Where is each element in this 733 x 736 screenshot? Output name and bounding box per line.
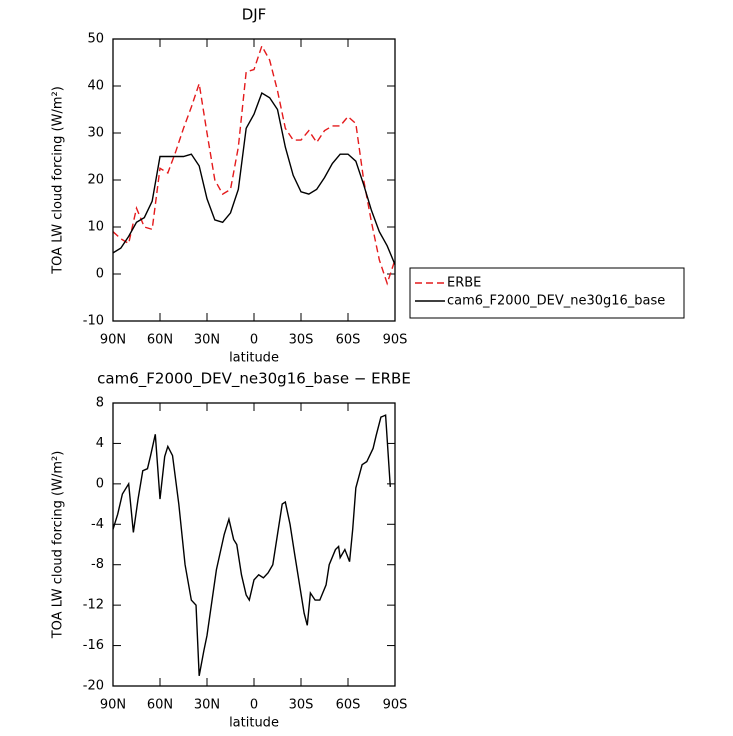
x-tick-label: 0 <box>250 333 258 348</box>
legend-box <box>409 267 685 319</box>
chart-title: DJF <box>242 6 267 24</box>
data-line <box>112 414 391 677</box>
y-tick-label: -8 <box>91 557 104 572</box>
x-tick-label: 90N <box>100 698 126 713</box>
y-tick-label: 20 <box>87 173 104 188</box>
legend-label: ERBE <box>447 276 481 291</box>
y-tick-label: 8 <box>96 396 104 411</box>
data-line <box>112 44 396 286</box>
y-tick-label: -12 <box>83 598 104 613</box>
x-tick-label: 60N <box>147 698 173 713</box>
x-axis-label: latitude <box>229 351 279 366</box>
x-tick-label: 30N <box>194 698 220 713</box>
y-axis-label: TOA LW cloud forcing (W/m²) <box>51 451 66 640</box>
x-tick-label: 60S <box>336 698 361 713</box>
y-tick-label: 30 <box>87 126 104 141</box>
x-tick-label: 0 <box>250 698 258 713</box>
y-tick-label: 0 <box>96 267 104 282</box>
plot-frame <box>112 402 396 687</box>
y-tick-label: 50 <box>87 32 104 47</box>
x-tick-label: 90S <box>383 698 408 713</box>
y-tick-label: -16 <box>83 638 104 653</box>
y-tick-label: -10 <box>83 314 104 329</box>
x-tick-label: 30N <box>194 333 220 348</box>
y-tick-label: 4 <box>96 436 104 451</box>
x-axis-label: latitude <box>229 716 279 731</box>
x-tick-label: 90S <box>383 333 408 348</box>
x-tick-label: 30S <box>289 333 314 348</box>
chart-title: cam6_F2000_DEV_ne30g16_base − ERBE <box>97 370 411 389</box>
y-tick-label: 0 <box>96 476 104 491</box>
x-tick-label: 60N <box>147 333 173 348</box>
legend-label: cam6_F2000_DEV_ne30g16_base <box>447 294 665 309</box>
x-tick-label: 60S <box>336 333 361 348</box>
x-tick-label: 30S <box>289 698 314 713</box>
y-tick-label: -20 <box>83 679 104 694</box>
x-tick-label: 90N <box>100 333 126 348</box>
plot-frame <box>112 38 396 322</box>
y-axis-label: TOA LW cloud forcing (W/m²) <box>51 86 66 275</box>
data-line <box>112 92 396 265</box>
y-tick-label: 40 <box>87 79 104 94</box>
y-tick-label: 10 <box>87 220 104 235</box>
y-tick-label: -4 <box>91 517 104 532</box>
